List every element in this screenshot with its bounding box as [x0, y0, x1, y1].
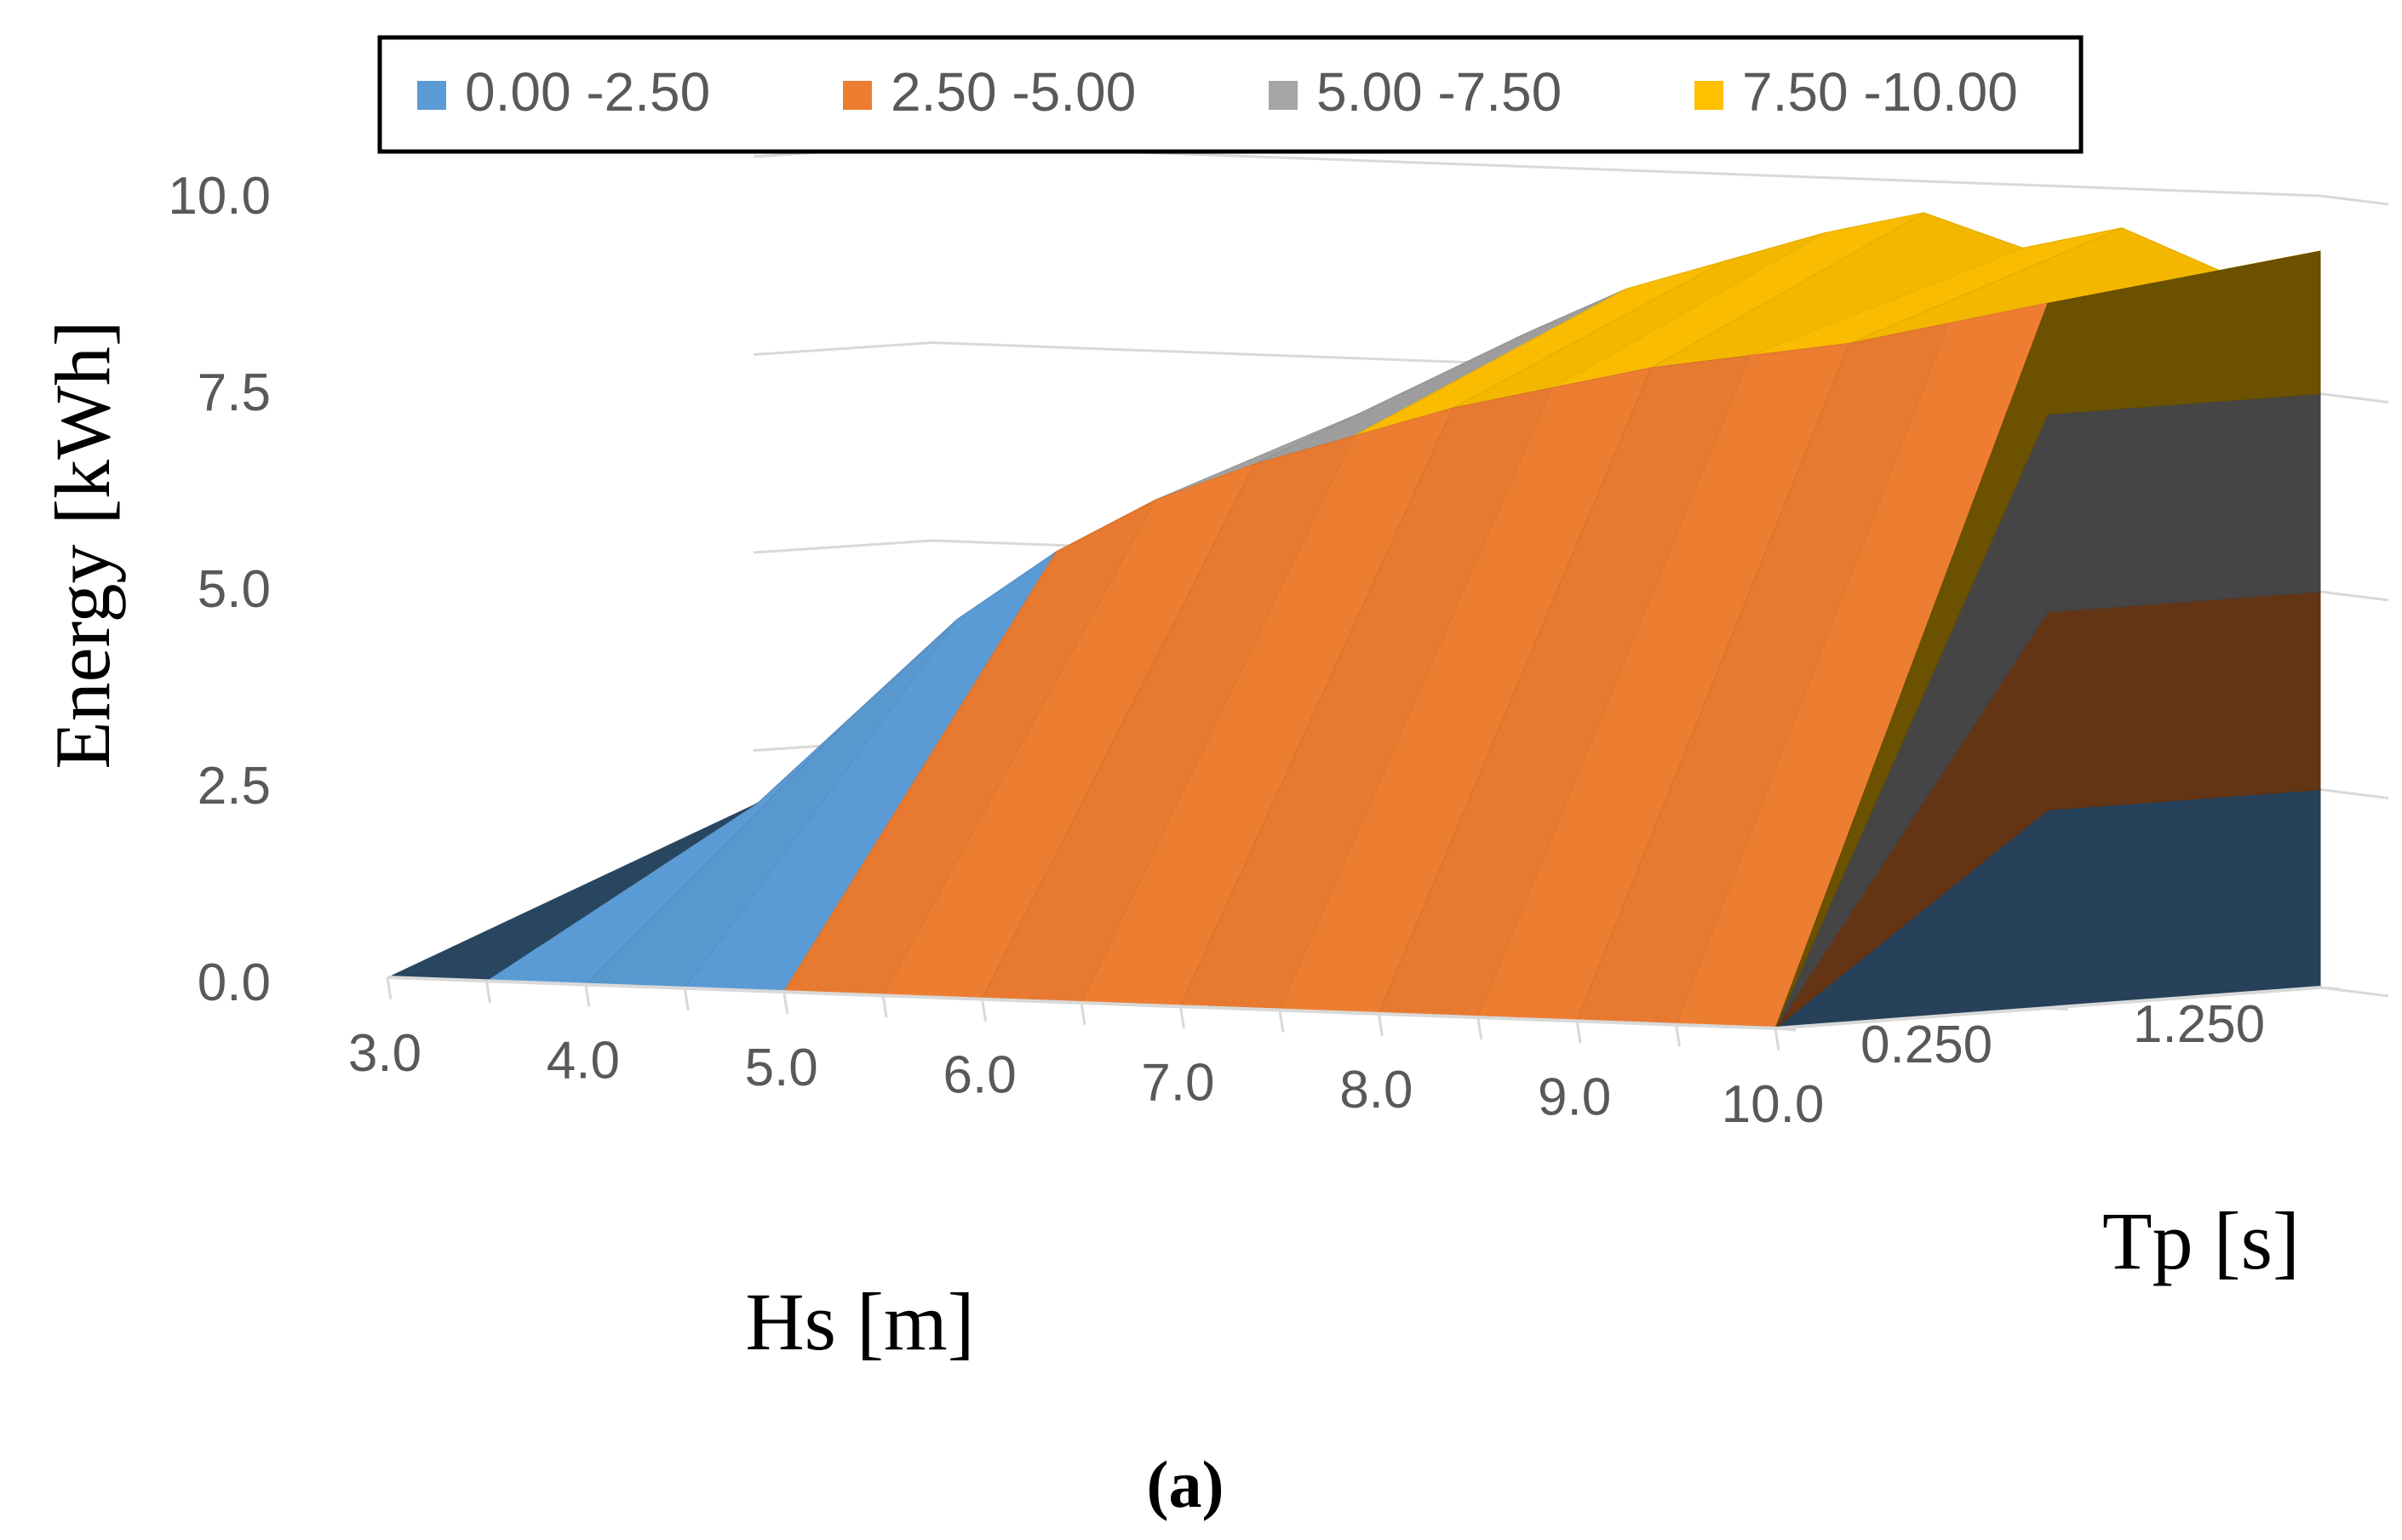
- y-tick-mark: [2319, 986, 2342, 991]
- x-tick-label: 8.0: [1339, 1061, 1413, 1119]
- legend-label: 2.50 -5.00: [891, 61, 1136, 123]
- x-tick-mark: [1278, 1010, 1285, 1033]
- x-tick-mark: [1080, 1002, 1086, 1026]
- z-tick-label: 10.0: [168, 167, 271, 226]
- tick-labels: 0.0 2.5 5.0 7.5 10.0 3.0 4.0 5.0 6.0 7.0 8.0 9.0 10.…: [168, 167, 2265, 1134]
- surface-side-wall: [2047, 591, 2321, 811]
- x-tick-mark: [1178, 1006, 1185, 1029]
- gridline-side-2: [2319, 590, 2389, 602]
- legend: 0.00 -2.50 2.50 -5.00 5.00 -7.50 7.50 -10.0…: [377, 35, 2084, 154]
- x-tick-label: 4.0: [547, 1032, 620, 1091]
- gridline-side-4: [2319, 194, 2389, 206]
- x-tick-label: 6.0: [943, 1046, 1016, 1105]
- x-tick-mark: [484, 981, 491, 1004]
- y-tick-label: 1.250: [2133, 995, 2265, 1054]
- legend-box: [377, 35, 2084, 154]
- x-tick-label: 9.0: [1538, 1068, 1611, 1126]
- x-tick-mark: [1575, 1021, 1582, 1044]
- x-tick-mark: [1774, 1028, 1780, 1051]
- z-axis-title: Energy [kWh]: [39, 320, 126, 769]
- x-tick-mark: [1476, 1016, 1483, 1040]
- x-tick-mark: [783, 991, 789, 1015]
- surface-side-wall: [2047, 788, 2321, 1009]
- y-tick-mark: [1774, 1027, 1797, 1032]
- legend-swatch: [1694, 81, 1723, 110]
- x-tick-mark: [881, 995, 888, 1018]
- gridline-side-3: [2319, 392, 2389, 404]
- figure-caption: (a): [1147, 1447, 1224, 1521]
- z-tick-label: 2.5: [198, 757, 271, 816]
- x-tick-mark: [1675, 1024, 1682, 1047]
- z-tick-label: 7.5: [198, 364, 271, 422]
- x-tick-mark: [683, 988, 690, 1011]
- legend-swatch: [1269, 81, 1298, 110]
- z-tick-label: 5.0: [198, 560, 271, 619]
- z-tick-label: 0.0: [198, 953, 271, 1012]
- legend-label: 7.50 -10.00: [1742, 61, 2018, 123]
- legend-label: 5.00 -7.50: [1316, 61, 1562, 123]
- gridline-side-1: [2319, 788, 2389, 799]
- x-tick-label: 7.0: [1141, 1053, 1214, 1112]
- x-tick-mark: [1377, 1013, 1384, 1037]
- legend-swatch: [417, 81, 446, 110]
- legend-label: 0.00 -2.50: [465, 61, 710, 123]
- chart-axes: [386, 976, 2342, 1051]
- x-axis-title: Hs [m]: [745, 1276, 974, 1367]
- y-tick-mark: [2047, 1006, 2069, 1011]
- x-tick-label: 3.0: [348, 1024, 421, 1083]
- surface-side-wall: [2047, 250, 2321, 415]
- legend-swatch: [843, 81, 872, 110]
- y-axis-title: Tp [s]: [2102, 1195, 2300, 1286]
- y-tick-label: 0.250: [1860, 1016, 1992, 1074]
- x-tick-mark: [584, 984, 591, 1007]
- surface-left-face: [387, 802, 760, 982]
- energy-surface: [387, 212, 2321, 1029]
- legend-items: 0.00 -2.50 2.50 -5.00 5.00 -7.50 7.50 -10.0…: [417, 61, 2018, 123]
- x-tick-label: 10.0: [1722, 1075, 1825, 1134]
- x-tick-mark: [981, 999, 988, 1022]
- surface-side-wall: [2047, 392, 2321, 613]
- x-tick-mark: [386, 976, 393, 1000]
- x-tick-label: 5.0: [745, 1039, 818, 1097]
